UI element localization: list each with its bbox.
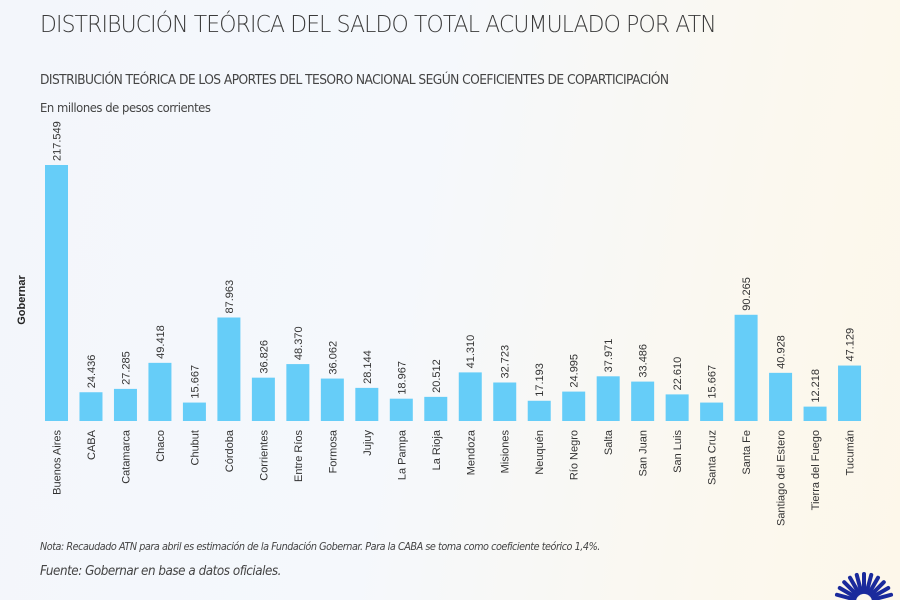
- x-tick-label: Catamarca: [120, 429, 132, 484]
- data-label: 41.310: [465, 335, 477, 369]
- data-label: 217.549: [52, 121, 64, 161]
- data-label: 32.723: [500, 345, 512, 379]
- bar-misiones: [493, 382, 517, 421]
- data-label: 12.218: [810, 369, 822, 403]
- bar-neuquén: [527, 400, 551, 421]
- x-tick-label: Chaco: [155, 430, 167, 462]
- data-label: 18.967: [396, 361, 408, 395]
- bar-la-rioja: [424, 396, 448, 421]
- bar-san-juan: [631, 381, 655, 421]
- logo-ray: [870, 586, 891, 599]
- bar-chaco: [148, 362, 172, 421]
- x-tick-label: Jujuy: [362, 430, 374, 456]
- footnote: Nota: Recaudado ATN para abril es estima…: [40, 541, 600, 553]
- bar-entre-ríos: [286, 364, 310, 421]
- bar-tucumán: [838, 365, 862, 421]
- bar-formosa: [320, 378, 344, 421]
- x-tick-label: Río Negro: [569, 430, 581, 480]
- bar-santa-fe: [734, 314, 758, 421]
- x-tick-label: Mendoza: [465, 429, 477, 475]
- x-tick-label: Neuquén: [534, 430, 546, 475]
- logo-ray: [867, 575, 880, 596]
- x-tick-label: Formosa: [327, 429, 339, 473]
- bar-córdoba: [217, 317, 241, 421]
- logo-ray: [871, 592, 894, 600]
- bar-catamarca: [113, 388, 137, 421]
- bar-río-negro: [562, 391, 586, 421]
- bar-la-pampa: [389, 398, 413, 421]
- bar-santa-cruz: [700, 402, 724, 421]
- x-tick-label: San Luis: [672, 430, 684, 473]
- x-tick-label: Chubut: [189, 430, 201, 465]
- logo-ray: [864, 572, 874, 595]
- bar-salta: [596, 376, 620, 421]
- x-tick-label: CABA: [86, 429, 98, 460]
- data-label: 37.971: [603, 339, 615, 373]
- data-label: 33.486: [638, 344, 650, 378]
- data-label: 36.062: [327, 341, 339, 375]
- x-tick-label: Santiago del Estero: [776, 430, 788, 526]
- units-label: En millones de pesos corrientes: [40, 100, 211, 115]
- data-label: 47.129: [845, 328, 857, 362]
- data-label: 24.436: [86, 355, 98, 389]
- data-label: 49.418: [155, 325, 167, 359]
- logo-ray: [854, 572, 864, 595]
- x-tick-label: Córdoba: [224, 429, 236, 472]
- data-label: 90.265: [741, 277, 753, 311]
- x-tick-label: Salta: [603, 429, 615, 455]
- data-label: 48.370: [293, 326, 305, 360]
- data-label: 15.667: [189, 365, 201, 399]
- data-label: 20.512: [431, 359, 443, 393]
- bar-chubut: [182, 402, 206, 421]
- bar-mendoza: [458, 372, 482, 421]
- logo-ray: [834, 592, 857, 600]
- data-label: 22.610: [672, 357, 684, 391]
- x-tick-label: Santa Fe: [741, 430, 753, 475]
- data-label: 87.963: [224, 280, 236, 314]
- data-label: 17.193: [534, 363, 546, 397]
- bar-chart: 217.549 Buenos Aires 24.436 CABA 27.285 Catam…: [45, 121, 862, 526]
- x-tick-label: La Rioja: [431, 429, 443, 470]
- x-tick-label: Santa Cruz: [707, 430, 719, 485]
- chart-subtitle: DISTRIBUCIÓN TEÓRICA DE LOS APORTES DEL …: [40, 73, 669, 88]
- data-label: 36.826: [258, 340, 270, 374]
- x-tick-label: Misiones: [500, 430, 512, 474]
- data-label: 24.995: [569, 354, 581, 388]
- x-tick-label: Entre Ríos: [293, 430, 305, 482]
- data-label: 15.667: [707, 365, 719, 399]
- sunburst-logo-icon: [834, 572, 894, 600]
- logo-ray: [848, 575, 861, 596]
- bar-corrientes: [251, 377, 275, 421]
- logo-ray: [842, 580, 859, 597]
- data-label: 28.144: [362, 350, 374, 384]
- source-note: Fuente: Gobernar en base a datos oficial…: [40, 564, 282, 579]
- bar-santiago-del-estero: [769, 372, 793, 421]
- x-tick-label: San Juan: [638, 430, 650, 476]
- data-label: 40.928: [776, 335, 788, 369]
- bar-san-luis: [665, 394, 689, 421]
- chart-title: DISTRIBUCIÓN TEÓRICA DEL SALDO TOTAL ACU…: [40, 10, 717, 38]
- x-tick-label: Tierra del Fuego: [810, 430, 822, 510]
- x-tick-label: Tucumán: [845, 430, 857, 475]
- bar-buenos-aires: [45, 165, 68, 421]
- bar-tierra-del-fuego: [803, 406, 827, 421]
- x-tick-label: Corrientes: [258, 430, 270, 481]
- x-tick-label: Buenos Aires: [52, 430, 64, 495]
- x-tick-label: La Pampa: [396, 429, 408, 480]
- bar-caba: [79, 392, 103, 421]
- logo-ray: [869, 580, 886, 597]
- bar-jujuy: [355, 387, 379, 421]
- logo-ray: [837, 586, 858, 599]
- data-label: 27.285: [120, 351, 132, 385]
